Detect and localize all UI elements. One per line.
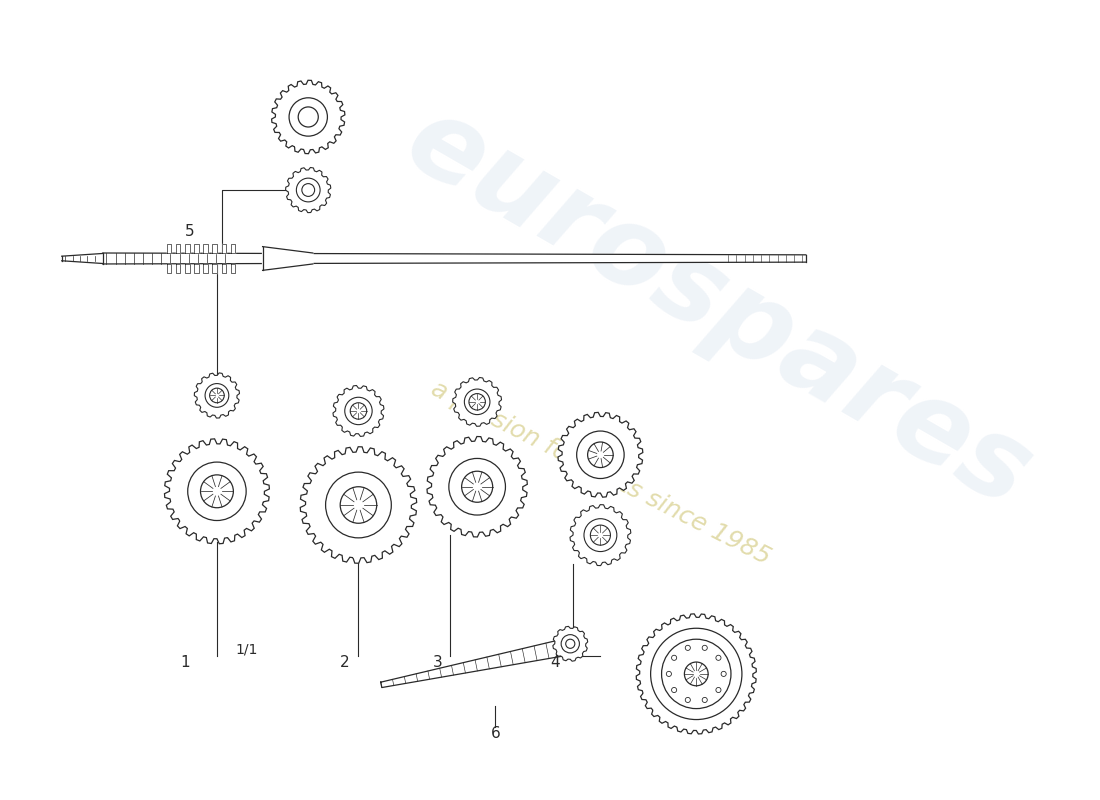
Circle shape [350, 402, 366, 419]
Polygon shape [185, 244, 189, 253]
Polygon shape [194, 244, 199, 253]
Circle shape [205, 383, 229, 407]
Text: 1: 1 [180, 654, 190, 670]
Circle shape [672, 655, 676, 660]
Text: 1/1: 1/1 [235, 643, 257, 657]
Circle shape [587, 442, 613, 467]
Polygon shape [62, 254, 102, 263]
Text: 6: 6 [491, 726, 501, 741]
Polygon shape [195, 373, 240, 418]
Polygon shape [212, 244, 217, 253]
Circle shape [301, 184, 315, 196]
Text: 3: 3 [433, 654, 443, 670]
Circle shape [661, 639, 732, 709]
Circle shape [296, 178, 320, 202]
Text: 5: 5 [185, 224, 195, 238]
Circle shape [344, 398, 372, 425]
Polygon shape [221, 264, 227, 273]
Polygon shape [204, 264, 208, 273]
Polygon shape [570, 505, 630, 566]
Polygon shape [176, 244, 180, 253]
Polygon shape [221, 244, 227, 253]
Circle shape [716, 687, 720, 693]
Circle shape [210, 388, 224, 402]
Polygon shape [286, 167, 331, 213]
Polygon shape [300, 446, 417, 563]
Polygon shape [194, 264, 199, 273]
Polygon shape [231, 244, 235, 253]
Polygon shape [204, 244, 208, 253]
Polygon shape [212, 264, 217, 273]
Circle shape [672, 687, 676, 693]
Circle shape [561, 634, 580, 653]
Circle shape [298, 107, 318, 127]
Circle shape [326, 472, 392, 538]
Polygon shape [165, 439, 270, 544]
Circle shape [464, 389, 490, 414]
Polygon shape [333, 386, 384, 437]
Polygon shape [427, 437, 527, 537]
Polygon shape [185, 264, 189, 273]
Circle shape [716, 655, 720, 660]
Circle shape [722, 671, 726, 677]
Circle shape [565, 639, 575, 648]
Circle shape [685, 646, 691, 650]
Polygon shape [167, 264, 172, 273]
Polygon shape [176, 264, 180, 273]
Polygon shape [381, 640, 561, 687]
Circle shape [702, 646, 707, 650]
Circle shape [340, 486, 376, 523]
Text: 2: 2 [340, 654, 350, 670]
Polygon shape [102, 253, 806, 264]
Polygon shape [553, 626, 587, 662]
Circle shape [462, 471, 493, 502]
Polygon shape [272, 80, 345, 154]
Text: 4: 4 [550, 654, 560, 670]
Circle shape [469, 394, 485, 410]
Text: eurospares: eurospares [388, 86, 1050, 530]
Polygon shape [558, 412, 642, 497]
Polygon shape [636, 614, 757, 734]
Polygon shape [167, 244, 172, 253]
Circle shape [449, 458, 506, 515]
Circle shape [650, 628, 741, 719]
Circle shape [576, 431, 624, 478]
Circle shape [584, 518, 617, 551]
Polygon shape [453, 378, 502, 426]
Polygon shape [231, 264, 235, 273]
Circle shape [591, 525, 611, 545]
Circle shape [289, 98, 328, 136]
Text: a passion for parts since 1985: a passion for parts since 1985 [427, 377, 774, 570]
Circle shape [188, 462, 246, 521]
Circle shape [702, 698, 707, 702]
Circle shape [200, 475, 233, 508]
Circle shape [684, 662, 708, 686]
Polygon shape [263, 246, 312, 270]
Circle shape [685, 698, 691, 702]
Circle shape [667, 671, 671, 677]
